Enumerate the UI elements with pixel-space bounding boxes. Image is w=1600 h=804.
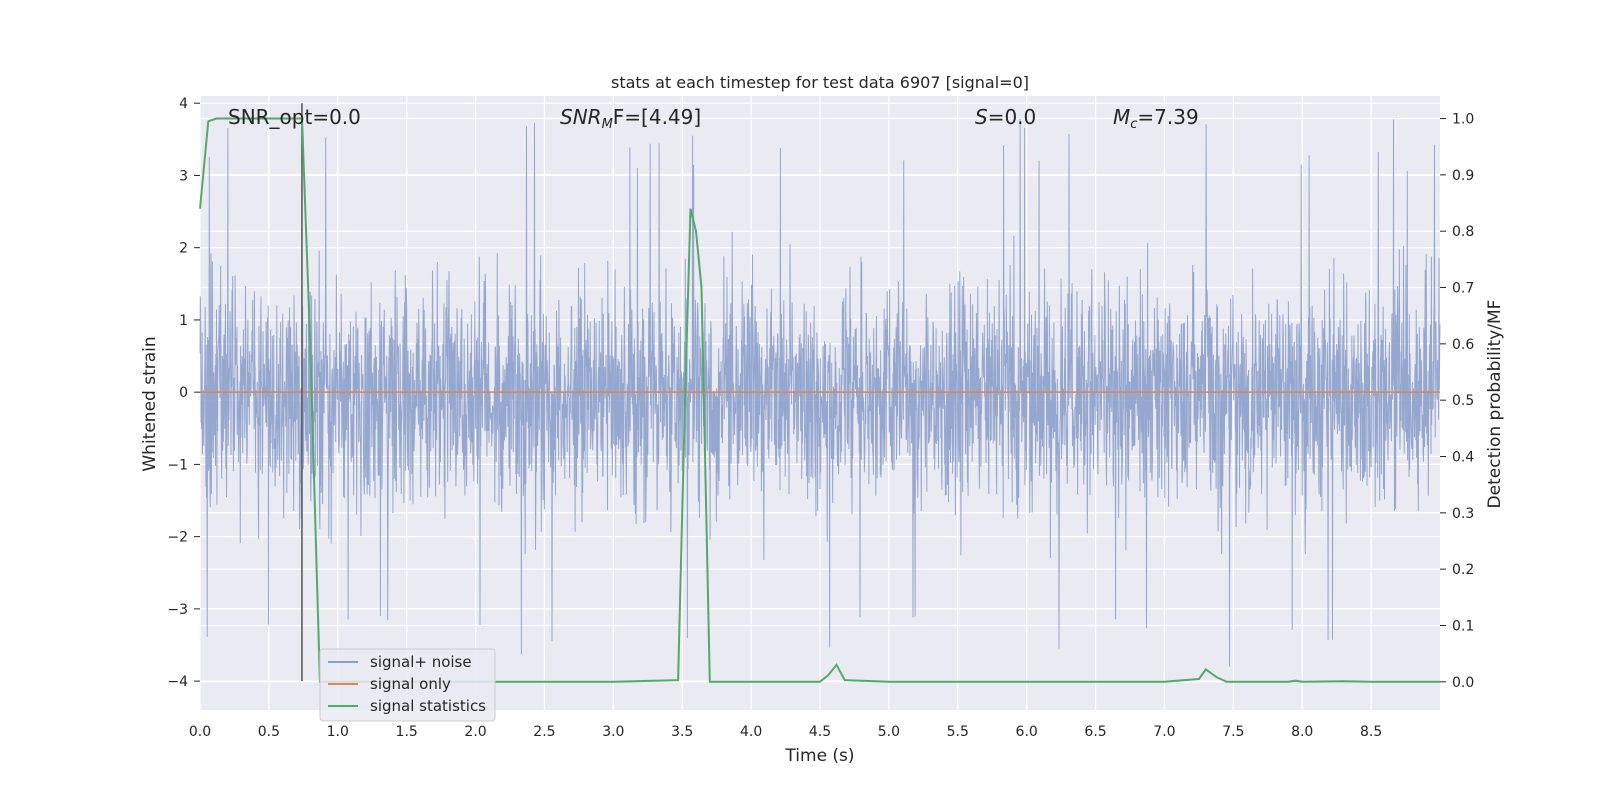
x-tick-label: 1.5 (396, 724, 418, 740)
y-tick-label: 1 (179, 313, 188, 329)
x-tick-label: 2.5 (533, 724, 555, 740)
annotation-snr-mf-sub: M (602, 117, 613, 132)
x-tick-label: 3.5 (671, 724, 693, 740)
y2-tick-label: 0.6 (1452, 337, 1474, 353)
y2-tick-label: 0.3 (1452, 506, 1474, 522)
annotation-mc-sub: c (1130, 117, 1137, 132)
series-layer (199, 103, 1440, 683)
y2-tick-label: 0.7 (1452, 281, 1474, 297)
legend-label-signal-only: signal only (370, 675, 451, 693)
y-tick-label: 0 (179, 385, 188, 401)
x-tick-label: 0.5 (258, 724, 280, 740)
x-tick-label: 6.0 (1016, 724, 1038, 740)
annotation-mc-main: M (1113, 105, 1130, 129)
annotation-snr-mf-main: SNR (560, 105, 602, 129)
legend-label-signal-statistics: signal statistics (370, 697, 486, 715)
y2-ticks: 1.0 0.9 0.8 0.7 0.6 0.5 0.4 0.3 0.2 0.1 0.0 (1440, 112, 1474, 691)
y-tick-label: 2 (179, 241, 188, 257)
x-tick-label: 0.0 (189, 724, 211, 740)
series-line-signal-noise (199, 118, 1441, 667)
x-tick-label: 4.0 (740, 724, 762, 740)
x-axis-label: Time (s) (784, 746, 854, 766)
annotation-s-rest: =0.0 (988, 105, 1037, 129)
annotation-snr-mf-rest: F=[4.49] (613, 105, 701, 129)
y2-tick-label: 0.4 (1452, 450, 1474, 466)
y2-tick-label: 0.1 (1452, 619, 1474, 635)
y-tick-label: 3 (179, 168, 188, 184)
x-tick-label: 3.0 (602, 724, 624, 740)
y-tick-label: −2 (167, 530, 188, 546)
y2-tick-label: 0.2 (1452, 562, 1474, 578)
y-tick-label: −4 (167, 674, 188, 690)
y-tick-label: −1 (167, 457, 188, 473)
y-tick-label: −3 (167, 602, 188, 618)
annotation-snr-mf: SNRMF=[4.49] (560, 105, 701, 132)
y-ticks: 4 3 2 1 0 −1 −2 −3 −4 (167, 96, 200, 690)
y2-tick-label: 0.0 (1452, 675, 1474, 691)
x-tick-label: 5.0 (878, 724, 900, 740)
noise-series (199, 118, 1441, 667)
x-tick-label: 7.5 (1222, 724, 1244, 740)
legend-box (319, 648, 496, 722)
x-tick-label: 5.5 (947, 724, 969, 740)
y2-tick-label: 1.0 (1452, 112, 1474, 128)
annotation-snr-opt: SNR_opt=0.0 (228, 105, 361, 129)
y-tick-label: 4 (179, 96, 188, 112)
x-tick-label: 4.5 (809, 724, 831, 740)
annotation-s: S=0.0 (975, 105, 1036, 129)
x-tick-label: 8.5 (1360, 724, 1382, 740)
annotation-mc-rest: =7.39 (1137, 105, 1198, 129)
series-line-signal-statistics (199, 117, 1440, 683)
x-ticks: 0.0 0.5 1.0 1.5 2.0 2.5 3.0 3.5 4.0 4.5 5.0 5.5 6.0 6… (189, 724, 1382, 740)
chart-title: stats at each timestep for test data 690… (611, 73, 1029, 92)
annotation-mc: Mc=7.39 (1113, 105, 1199, 132)
x-tick-label: 2.0 (464, 724, 486, 740)
x-tick-label: 6.5 (1084, 724, 1106, 740)
x-tick-label: 1.0 (327, 724, 349, 740)
annotation-s-main: S (975, 105, 988, 129)
y2-tick-label: 0.8 (1452, 224, 1474, 240)
legend-label-signal-noise: signal+ noise (370, 653, 472, 671)
y-axis-label: Whitened strain (140, 336, 160, 471)
y2-tick-label: 0.9 (1452, 168, 1474, 184)
legend: signal+ noise signal only signal statist… (319, 648, 496, 722)
y2-axis-label: Detection probability/MF (1485, 300, 1505, 509)
x-tick-label: 8.0 (1291, 724, 1313, 740)
y2-tick-label: 0.5 (1452, 393, 1474, 409)
x-tick-label: 7.0 (1153, 724, 1175, 740)
